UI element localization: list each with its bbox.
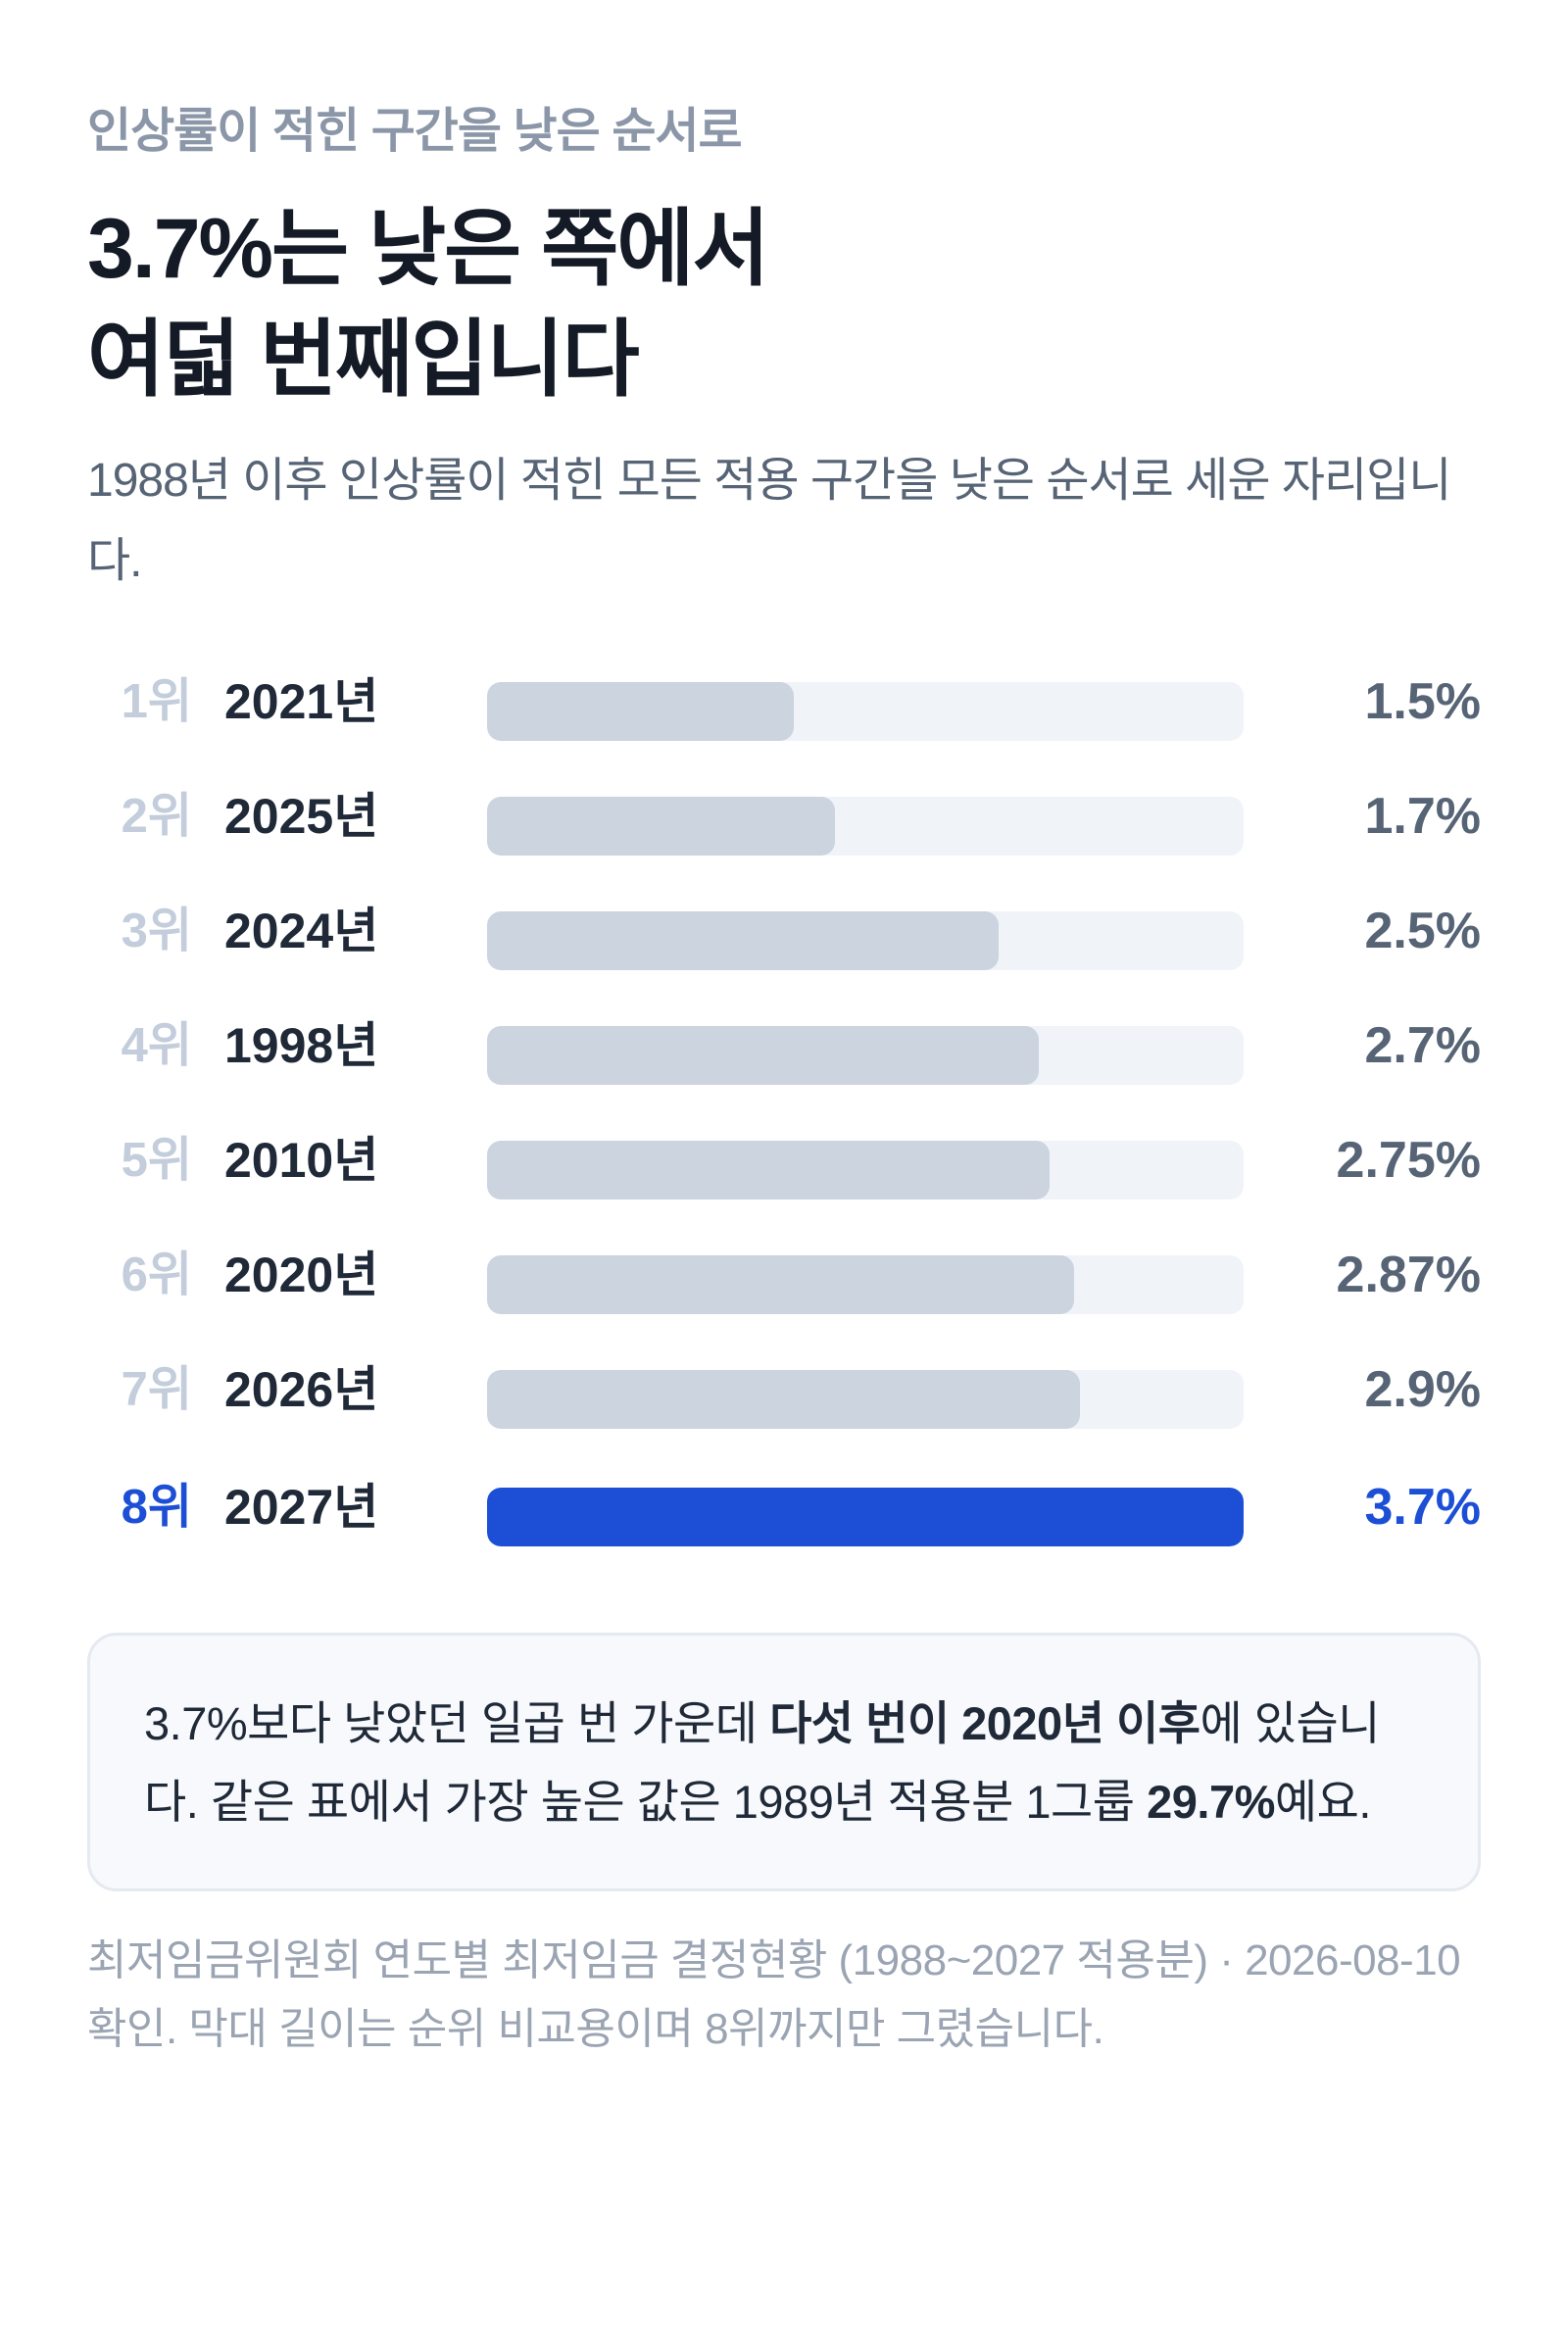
bar <box>487 911 999 970</box>
chart-row: 2위 2025년 1.7% <box>87 777 1481 856</box>
note-bold-1: 다섯 번이 2020년 이후 <box>769 1697 1200 1749</box>
rank-label: 3위 <box>121 905 192 957</box>
note-text-3: 예요. <box>1274 1776 1372 1828</box>
ranking-bar-chart: 1위 2021년 1.5% 2위 2025년 1.7% 3위 2024년 2.5% 4위 1998년… <box>87 662 1481 1593</box>
bar-track <box>487 682 1244 741</box>
category-label: 2026년 <box>224 1362 379 1417</box>
value-label: 2.5% <box>1364 903 1481 959</box>
value-label: 1.7% <box>1364 788 1481 845</box>
value-label: 2.87% <box>1336 1247 1481 1303</box>
chart-row: 7위 2026년 2.9% <box>87 1350 1481 1429</box>
source-footnote: 최저임금위원회 연도별 최저임금 결정현황 (1988~2027 적용분) · … <box>87 1936 1461 2053</box>
rank-label: 5위 <box>121 1134 192 1187</box>
value-label: 3.7% <box>1364 1479 1481 1536</box>
bar <box>487 1141 1050 1199</box>
category-label: 2027년 <box>224 1480 379 1535</box>
chart-row: 8위 2027년 3.7% <box>87 1468 1481 1546</box>
bar <box>487 682 794 741</box>
chart-row: 4위 1998년 2.7% <box>87 1006 1481 1085</box>
value-label: 2.9% <box>1364 1361 1481 1418</box>
rank-label: 6위 <box>121 1248 192 1301</box>
chart-row: 1위 2021년 1.5% <box>87 662 1481 741</box>
summary-note: 3.7%보다 낮았던 일곱 번 가운데 다섯 번이 2020년 이후에 있습니다… <box>87 1633 1481 1891</box>
note-bold-2: 29.7% <box>1147 1776 1275 1828</box>
bar-track <box>487 1488 1244 1546</box>
subtitle: 1988년 이후 인상률이 적힌 모든 적용 구간을 낮은 순서로 세운 자리입… <box>87 455 1451 587</box>
category-label: 2025년 <box>224 789 379 844</box>
rank-label: 1위 <box>121 675 192 728</box>
note-text-1: 3.7%보다 낮았던 일곱 번 가운데 <box>144 1697 770 1749</box>
value-label: 2.7% <box>1364 1017 1481 1074</box>
category-label: 2020년 <box>224 1248 379 1302</box>
value-label: 2.75% <box>1336 1132 1481 1189</box>
bar-track <box>487 797 1244 856</box>
rank-label: 7위 <box>121 1363 192 1416</box>
rank-label: 4위 <box>121 1019 192 1072</box>
category-label: 2021년 <box>224 674 379 729</box>
chart-row: 5위 2010년 2.75% <box>87 1121 1481 1199</box>
chart-row: 3위 2024년 2.5% <box>87 892 1481 970</box>
note-text-2: 에 있습니다. 같은 표에서 가장 높은 값은 1989년 적용분 1그룹 <box>144 1697 1381 1828</box>
rank-label: 2위 <box>121 790 192 843</box>
bar <box>487 1255 1074 1314</box>
category-label: 1998년 <box>224 1018 379 1073</box>
bar <box>487 1370 1080 1429</box>
bar-track <box>487 1141 1244 1199</box>
title-line-2: 여덟 번째입니다 <box>87 313 640 407</box>
rank-label: 8위 <box>121 1481 192 1534</box>
bar-track <box>487 911 1244 970</box>
bar <box>487 1026 1039 1085</box>
eyebrow: 인상률이 적힌 구간을 낮은 순서로 <box>87 105 743 158</box>
category-label: 2010년 <box>224 1133 379 1188</box>
chart-row: 6위 2020년 2.87% <box>87 1236 1481 1314</box>
bar-track <box>487 1255 1244 1314</box>
bar <box>487 797 835 856</box>
title-line-1: 3.7%는 낮은 쪽에서 <box>87 202 770 296</box>
page-title: 3.7%는 낮은 쪽에서 여덟 번째입니다 <box>87 194 1165 416</box>
bar <box>487 1488 1244 1546</box>
category-label: 2024년 <box>224 904 379 958</box>
value-label: 1.5% <box>1364 673 1481 730</box>
bar-track <box>487 1370 1244 1429</box>
bar-track <box>487 1026 1244 1085</box>
